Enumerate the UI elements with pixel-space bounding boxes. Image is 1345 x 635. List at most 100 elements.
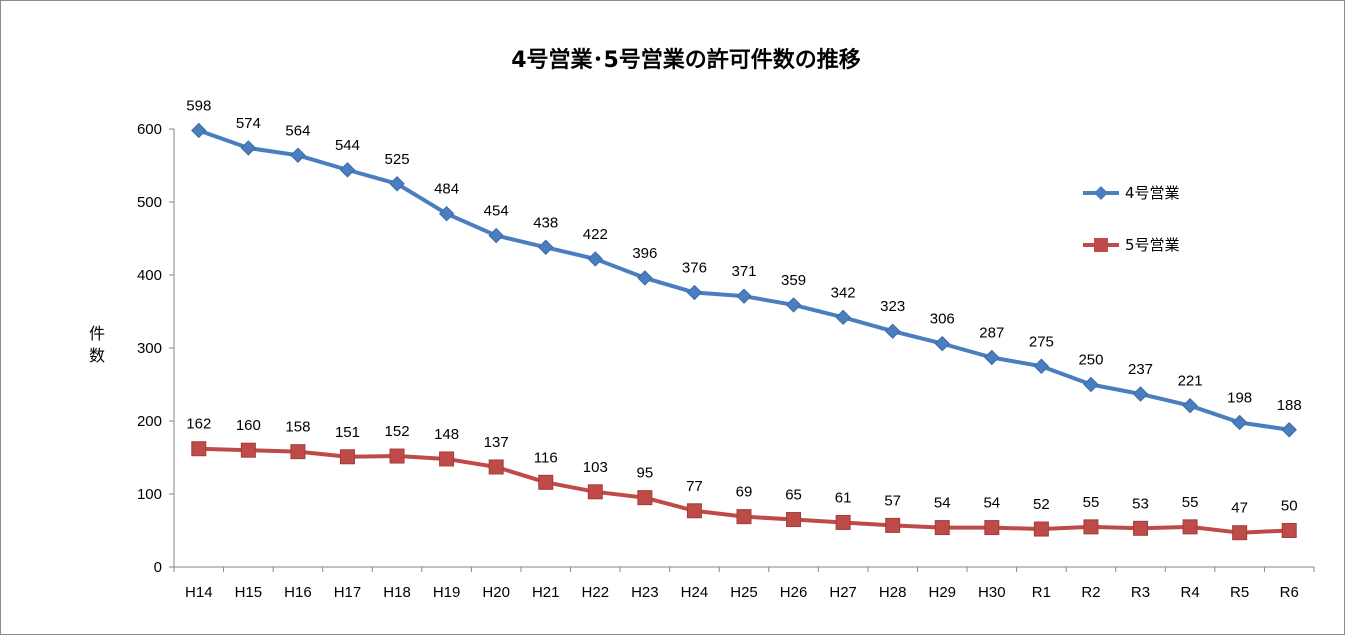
legend: 4号営業 5号営業 (1083, 184, 1180, 254)
data-label: 198 (1227, 389, 1252, 406)
data-point (1033, 358, 1050, 374)
x-tick-label: H21 (532, 584, 560, 601)
data-label: 396 (632, 245, 657, 262)
x-tick-label: H23 (631, 584, 659, 601)
data-point (538, 239, 554, 255)
x-tick-label: H29 (928, 584, 956, 601)
x-tick-label: H26 (780, 584, 808, 601)
x-tick-label: H30 (978, 584, 1006, 601)
data-point (1182, 519, 1198, 535)
data-label: 151 (335, 424, 360, 441)
data-point (389, 448, 405, 464)
data-label: 52 (1033, 496, 1050, 513)
data-label: 103 (583, 459, 608, 476)
series-layer: 598 574 564 544 525 484 454 438 422 396 376 371 359 3… (186, 97, 1302, 541)
legend-label: 4号営業 (1125, 184, 1180, 202)
data-point (1231, 414, 1248, 431)
data-point (587, 251, 604, 267)
y-tick-label: 200 (137, 413, 162, 430)
data-label: 61 (835, 489, 852, 506)
data-label: 57 (884, 492, 901, 509)
y-axis-label-char: 数 (89, 346, 105, 365)
x-tick-label: R3 (1131, 584, 1150, 601)
data-point (785, 297, 802, 313)
x-tick-label: H18 (383, 584, 411, 601)
data-label: 237 (1128, 361, 1153, 378)
data-label: 116 (534, 449, 558, 466)
y-tick-label: 100 (137, 486, 162, 503)
data-label: 69 (736, 484, 753, 501)
legend-marker (1094, 238, 1108, 252)
data-label: 158 (285, 419, 310, 436)
data-point (1083, 519, 1099, 535)
data-point (587, 484, 603, 500)
data-point (488, 227, 504, 244)
data-label: 95 (637, 465, 654, 482)
data-point (835, 514, 851, 530)
data-point (290, 444, 306, 460)
data-label: 454 (484, 203, 509, 220)
data-point (240, 140, 257, 156)
data-point (290, 147, 306, 163)
x-tick-label: H14 (185, 584, 213, 601)
data-label: 152 (385, 423, 410, 440)
data-point (884, 323, 901, 339)
data-point (1132, 386, 1149, 402)
x-tick-label: H27 (829, 584, 857, 601)
y-tick-label: 0 (154, 559, 162, 576)
data-label: 250 (1078, 352, 1103, 369)
data-label: 342 (831, 284, 856, 301)
data-point (488, 459, 504, 475)
data-label: 376 (682, 260, 707, 277)
data-label: 598 (186, 97, 211, 114)
data-point (835, 309, 851, 326)
data-point (339, 162, 356, 178)
data-point (1182, 397, 1198, 414)
legend-marker (1094, 186, 1108, 200)
data-point (984, 349, 1000, 366)
data-point (786, 512, 802, 528)
data-point (637, 270, 653, 286)
data-point (389, 176, 405, 192)
data-label: 53 (1132, 495, 1149, 512)
x-axis-ticks: H14 H15 H16 H17 H18 H19 H20 H21 H22 H23 H24 H25 H26 H… (173, 567, 1315, 601)
data-point (736, 288, 752, 304)
data-point (1033, 521, 1049, 537)
data-point (538, 474, 554, 490)
series-1: 598 574 564 544 525 484 454 438 422 396 376 371 359 3… (186, 97, 1302, 438)
x-tick-label: R1 (1032, 584, 1051, 601)
chart-title: 4号営業･5号営業の許可件数の推移 (511, 47, 861, 73)
x-tick-label: R4 (1180, 584, 1199, 601)
data-label: 323 (880, 298, 905, 315)
data-label: 525 (385, 151, 410, 168)
x-tick-label: H15 (235, 584, 263, 601)
data-label: 422 (583, 226, 608, 243)
data-point (1133, 520, 1149, 536)
data-label: 162 (186, 416, 211, 433)
x-tick-label: H25 (730, 584, 758, 601)
data-point (191, 122, 207, 139)
data-label: 54 (934, 495, 951, 512)
data-label: 77 (686, 478, 703, 495)
data-label: 47 (1231, 500, 1248, 517)
x-tick-label: H24 (681, 584, 709, 601)
data-point (934, 520, 950, 536)
data-point (439, 451, 455, 467)
data-label: 54 (983, 495, 1000, 512)
y-axis-ticks: 0 100 200 300 400 500 600 (137, 121, 174, 576)
legend-item: 4号営業 (1083, 184, 1180, 202)
data-label: 359 (781, 272, 806, 289)
data-label: 221 (1178, 373, 1203, 390)
y-tick-label: 500 (137, 194, 162, 211)
data-label: 564 (285, 122, 310, 139)
legend-item: 5号営業 (1083, 236, 1180, 254)
data-label: 50 (1281, 498, 1298, 515)
data-point (1281, 422, 1297, 438)
data-point (637, 490, 653, 506)
series-2: 162 160 158 151 152 148 137 116 103 95 77 69 65 61 57 5… (186, 416, 1298, 541)
x-tick-label: R6 (1280, 584, 1299, 601)
data-point (686, 503, 702, 519)
data-label: 438 (533, 214, 558, 231)
